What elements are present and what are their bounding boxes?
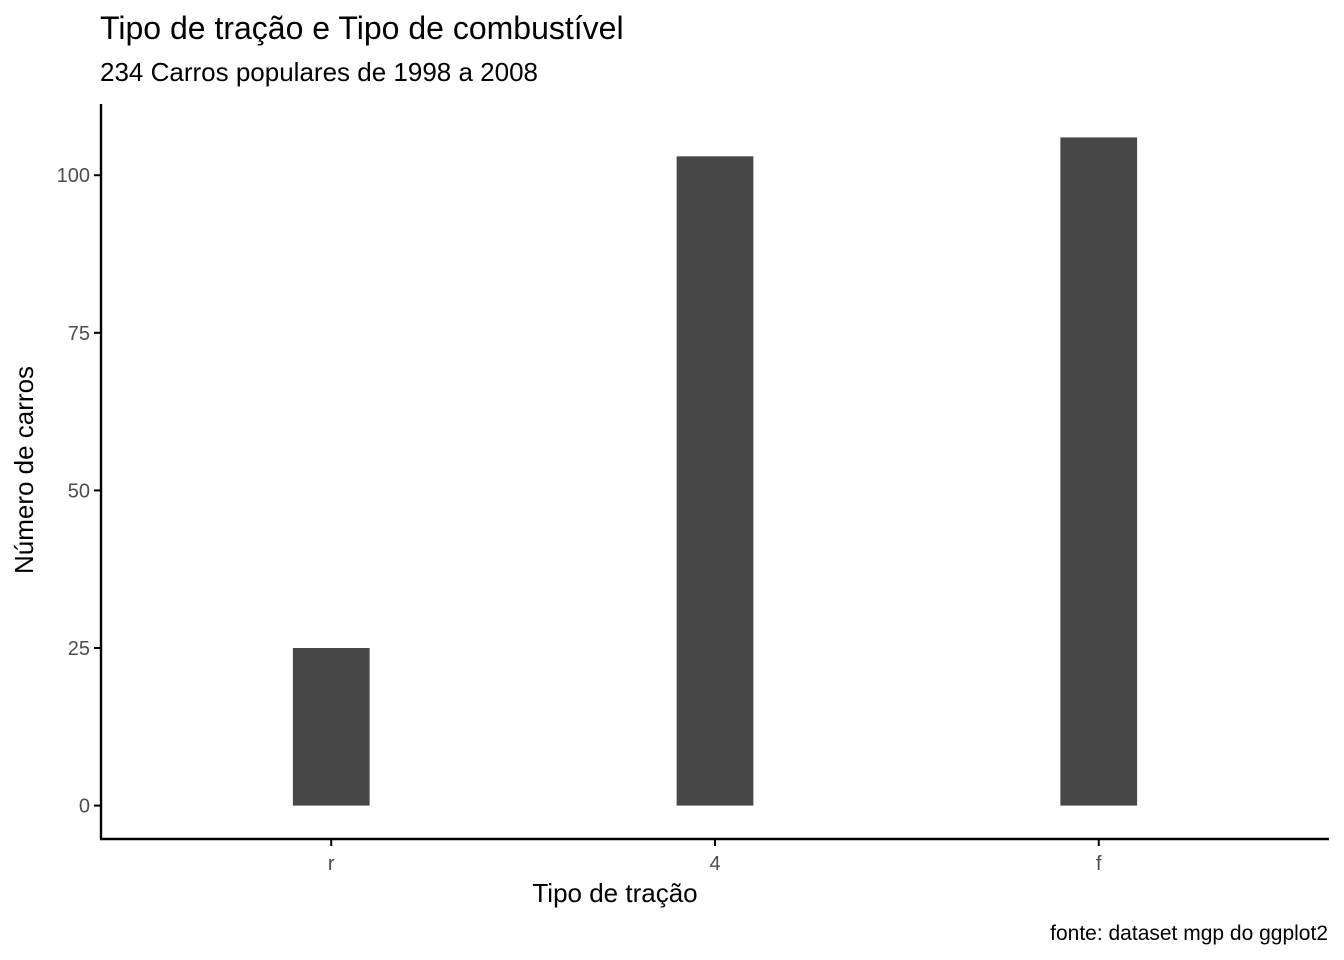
chart-caption: fonte: dataset mgp do ggplot2 bbox=[1050, 922, 1328, 945]
x-tick-label: r bbox=[328, 853, 335, 875]
bars-layer bbox=[292, 137, 1138, 806]
y-tick-label: 100 bbox=[57, 165, 90, 187]
bar-r bbox=[292, 648, 370, 806]
x-tick-label: f bbox=[1096, 853, 1102, 875]
y-tick-label: 50 bbox=[68, 480, 90, 502]
y-tick-label: 75 bbox=[68, 323, 90, 345]
x-tick-label: 4 bbox=[709, 853, 720, 875]
chart-title: Tipo de tração e Tipo de combustível bbox=[100, 10, 624, 46]
x-axis-label: Tipo de tração bbox=[532, 878, 698, 908]
y-tick-label: 25 bbox=[68, 638, 90, 660]
y-ticks-layer: 0 25 50 75 100 bbox=[57, 165, 101, 818]
y-axis-label: Número de carros bbox=[9, 365, 39, 575]
bar-f bbox=[1060, 137, 1138, 806]
chart-subtitle: 234 Carros populares de 1998 a 2008 bbox=[100, 57, 538, 87]
bar-4 bbox=[676, 156, 754, 806]
x-ticks-layer: r 4 f bbox=[328, 839, 1102, 875]
y-tick-label: 0 bbox=[79, 796, 90, 818]
